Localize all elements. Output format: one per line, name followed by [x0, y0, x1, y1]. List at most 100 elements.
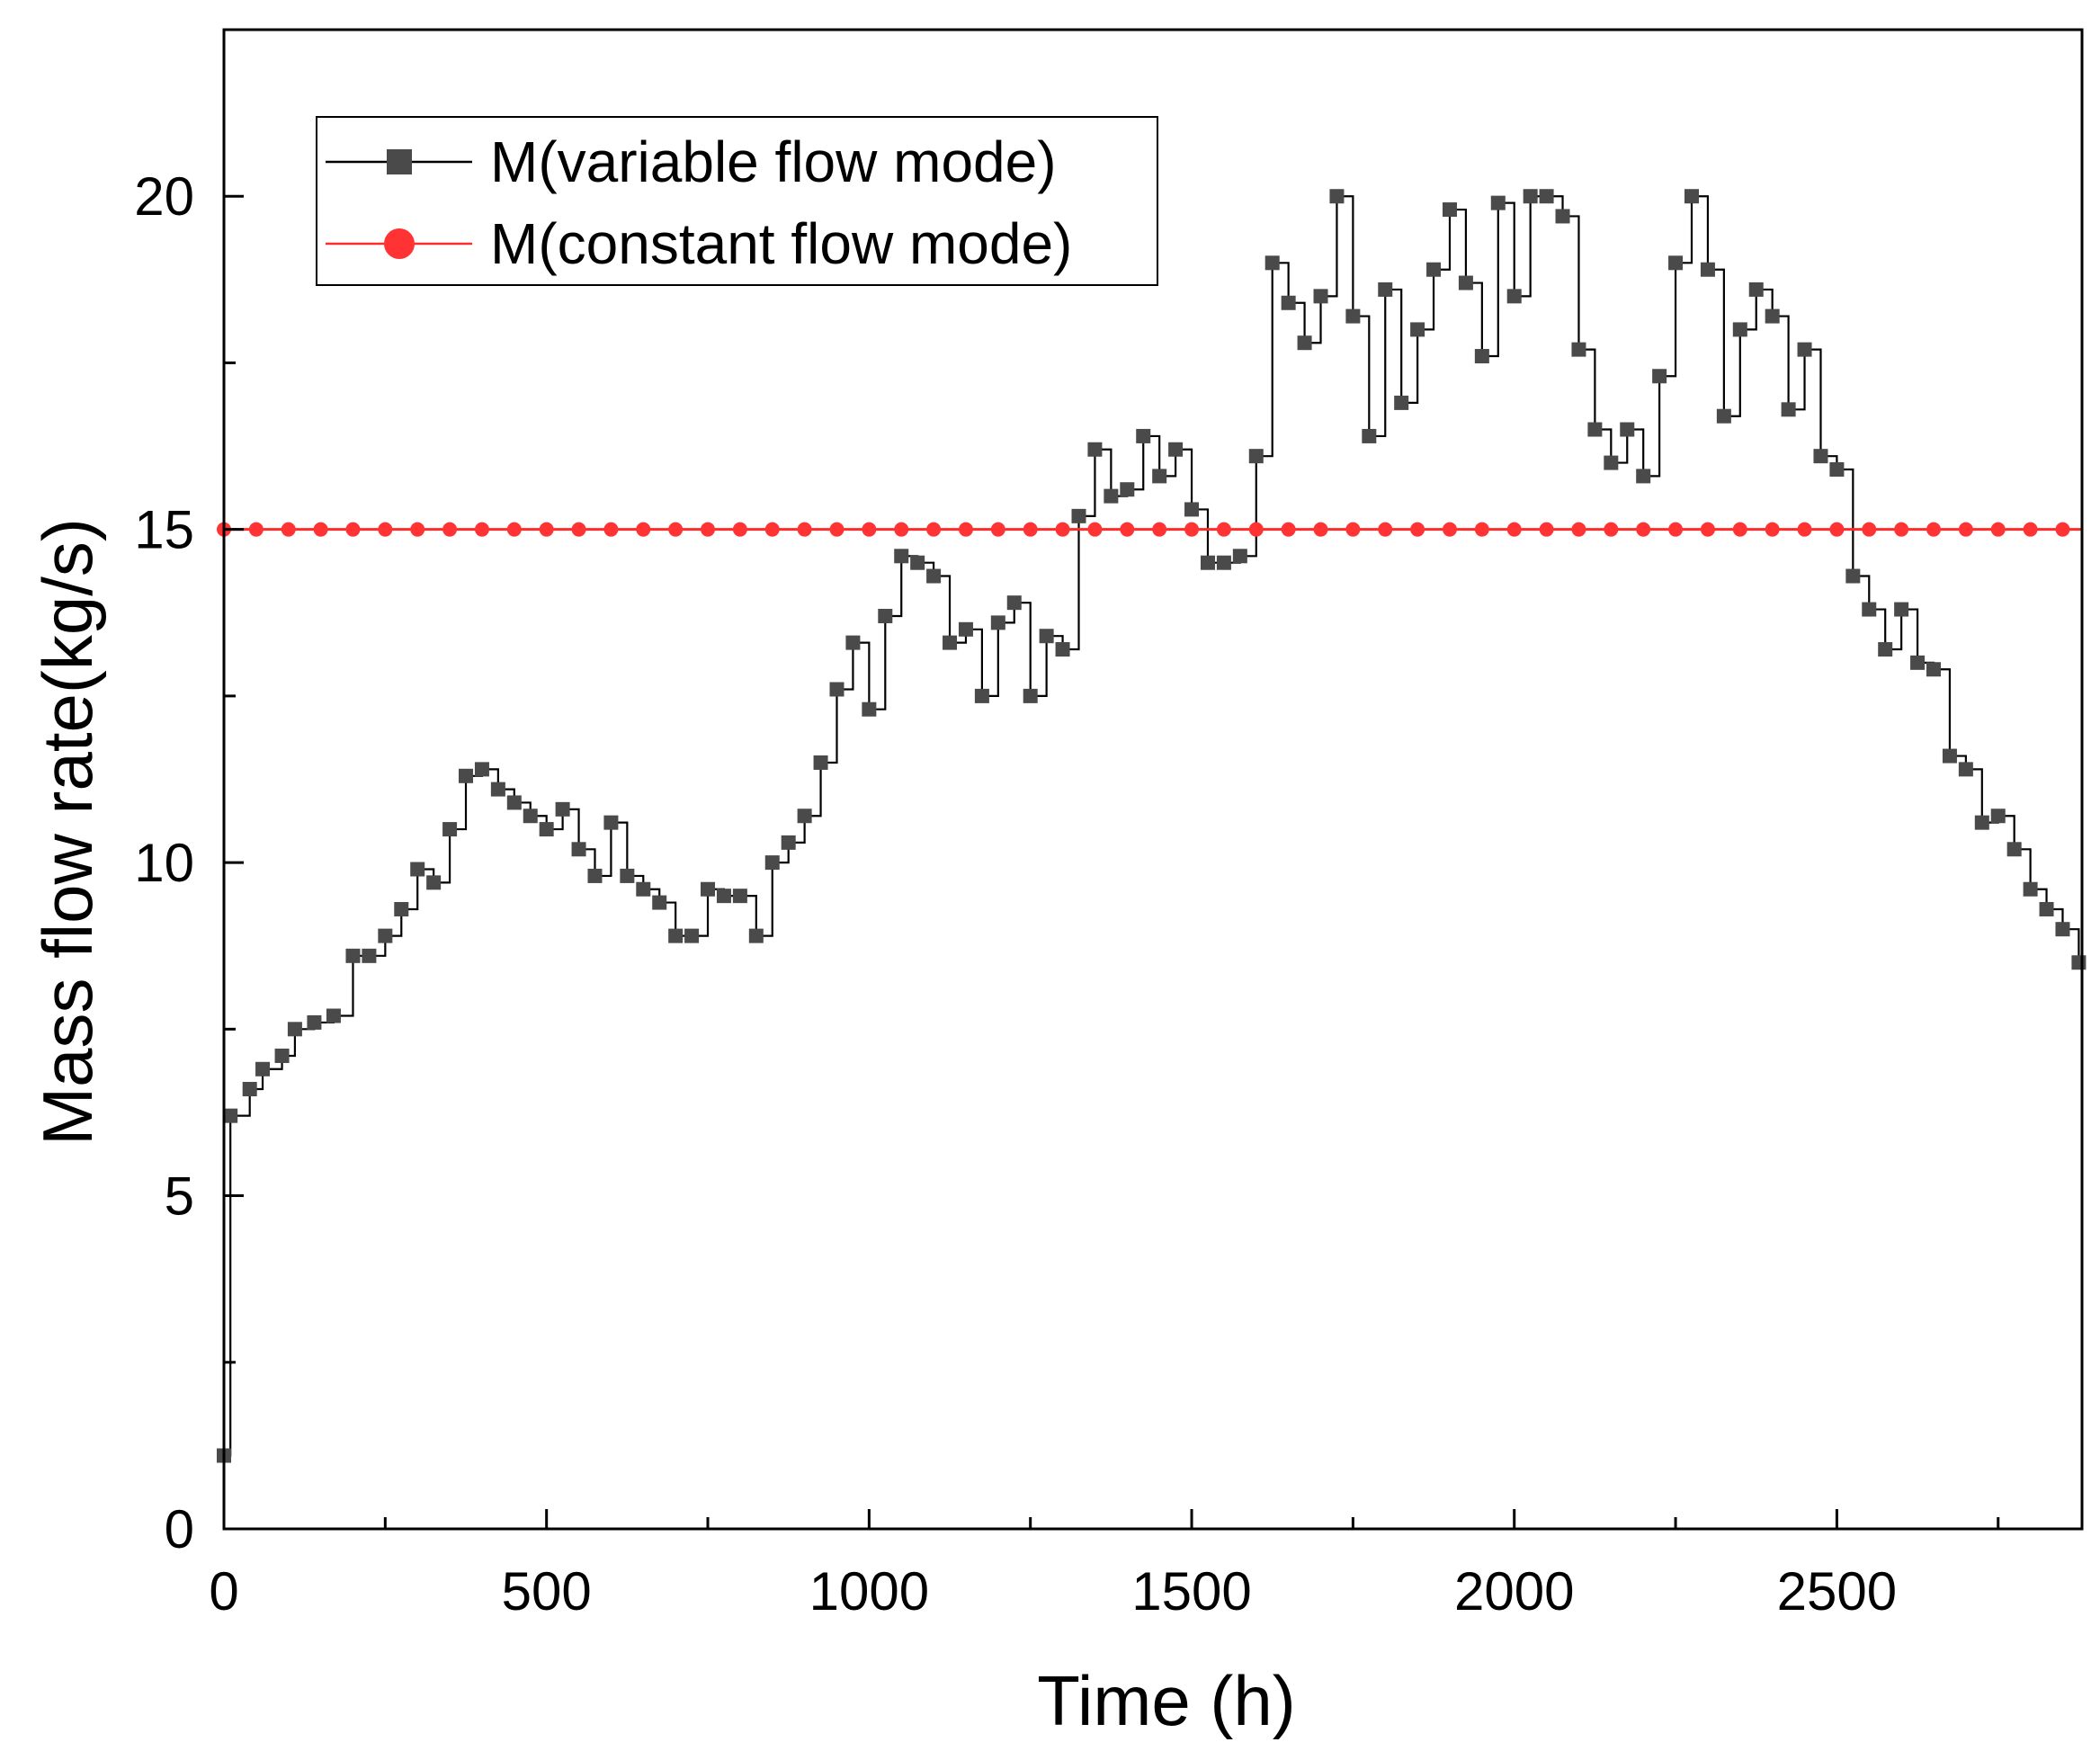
x-axis: 0 500 1000 1500 2000 2500	[209, 1509, 2000, 1622]
constant-flow-point	[926, 522, 942, 537]
variable-flow-point	[587, 868, 603, 883]
constant-flow-point	[1442, 522, 1457, 537]
constant-flow-point	[1023, 522, 1038, 537]
legend-label-variable: M(variable flow mode)	[490, 130, 1057, 194]
constant-flow-point	[1087, 522, 1103, 537]
variable-flow-point	[287, 1022, 302, 1037]
x-tick-label: 500	[502, 1561, 592, 1622]
variable-flow-point	[1071, 508, 1086, 523]
variable-flow-point	[878, 608, 893, 623]
legend-marker-variable	[387, 149, 412, 174]
x-tick-label: 2000	[1454, 1561, 1574, 1622]
constant-flow-point	[1958, 522, 1973, 537]
variable-flow-point	[1636, 469, 1651, 484]
variable-flow-point	[326, 1008, 341, 1023]
variable-flow-point	[1700, 262, 1715, 277]
variable-flow-point	[1329, 189, 1345, 204]
constant-flow-point	[829, 522, 844, 537]
constant-flow-point	[1216, 522, 1231, 537]
variable-flow-point	[1652, 369, 1667, 384]
variable-flow-point	[490, 782, 505, 797]
variable-flow-point	[1345, 308, 1361, 324]
variable-flow-point	[1039, 629, 1054, 644]
constant-flow-point	[636, 522, 651, 537]
variable-flow-point	[684, 928, 700, 943]
variable-flow-point	[1684, 189, 1699, 204]
constant-flow-point	[539, 522, 554, 537]
variable-flow-point	[1894, 602, 1909, 617]
variable-flow-point	[1926, 662, 1942, 677]
variable-flow-point	[307, 1014, 322, 1030]
variable-flow-point	[1587, 422, 1603, 437]
variable-flow-point	[2023, 881, 2038, 897]
constant-flow-point	[281, 522, 296, 537]
variable-flow-point	[1442, 202, 1457, 218]
variable-flow-point	[1668, 255, 1684, 271]
variable-flow-point	[910, 555, 925, 570]
y-axis-title: Mass flow rate(kg/s)	[28, 518, 107, 1146]
variable-flow-point	[1555, 209, 1570, 224]
constant-flow-point	[797, 522, 812, 537]
variable-flow-point	[813, 755, 828, 770]
variable-flow-point	[781, 835, 796, 850]
variable-flow-point	[1216, 555, 1231, 570]
variable-flow-point	[555, 801, 570, 817]
constant-flow-point	[990, 522, 1005, 537]
variable-flow-point	[1523, 189, 1538, 204]
constant-flow-point	[1571, 522, 1586, 537]
variable-flow-point	[1862, 602, 1877, 617]
constant-flow-point	[1474, 522, 1489, 537]
variable-flow-point	[1184, 502, 1200, 517]
constant-flow-point	[1313, 522, 1328, 537]
variable-flow-point	[1716, 408, 1731, 424]
y-axis: 0 5 10 15 20	[134, 166, 244, 1559]
variable-flow-point	[1781, 402, 1796, 417]
constant-flow-point	[894, 522, 909, 537]
variable-flow-point	[620, 868, 635, 883]
variable-flow-point	[1539, 189, 1554, 204]
variable-flow-point	[523, 809, 538, 824]
variable-flow-point	[943, 635, 958, 650]
variable-flow-point	[1168, 442, 1184, 457]
variable-flow-point	[1152, 469, 1167, 484]
variable-flow-point	[829, 682, 844, 697]
variable-flow-point	[1813, 449, 1828, 464]
constant-flow-point	[1152, 522, 1167, 537]
legend-marker-constant	[384, 228, 415, 259]
constant-flow-point	[1990, 522, 2006, 537]
variable-flow-point	[1313, 289, 1328, 304]
x-tick-label: 0	[209, 1561, 238, 1622]
variable-flow-point	[410, 862, 425, 877]
variable-flow-point	[506, 795, 522, 810]
variable-flow-point	[1297, 335, 1312, 351]
variable-flow-point	[668, 928, 684, 943]
variable-flow-point	[894, 549, 909, 564]
variable-flow-point	[1506, 289, 1522, 304]
variable-flow-point	[474, 762, 489, 777]
variable-flow-point	[990, 615, 1005, 630]
constant-flow-point	[506, 522, 522, 537]
variable-flow-point	[1974, 815, 1989, 830]
variable-flow-point	[1006, 595, 1022, 611]
constant-flow-point	[1732, 522, 1747, 537]
variable-flow-point	[345, 948, 361, 963]
constant-flow-point	[1668, 522, 1684, 537]
constant-flow-point	[1700, 522, 1715, 537]
variable-flow-point	[1410, 322, 1425, 337]
constant-flow-point	[2055, 522, 2070, 537]
constant-flow-point	[345, 522, 361, 537]
variable-flow-point	[459, 768, 474, 783]
constant-flow-point	[764, 522, 780, 537]
variable-flow-point	[1474, 349, 1489, 364]
variable-flow-point	[764, 855, 780, 871]
variable-flow-point	[539, 822, 554, 837]
y-tick-label: 20	[134, 166, 194, 227]
variable-flow-point	[862, 701, 877, 717]
variable-flow-point	[732, 889, 747, 904]
constant-flow-point	[1248, 522, 1264, 537]
constant-flow-point	[732, 522, 747, 537]
variable-flow-point	[797, 809, 812, 824]
y-tick-label: 0	[165, 1499, 194, 1559]
constant-flow-point	[1281, 522, 1296, 537]
variable-flow-point	[1087, 442, 1103, 457]
